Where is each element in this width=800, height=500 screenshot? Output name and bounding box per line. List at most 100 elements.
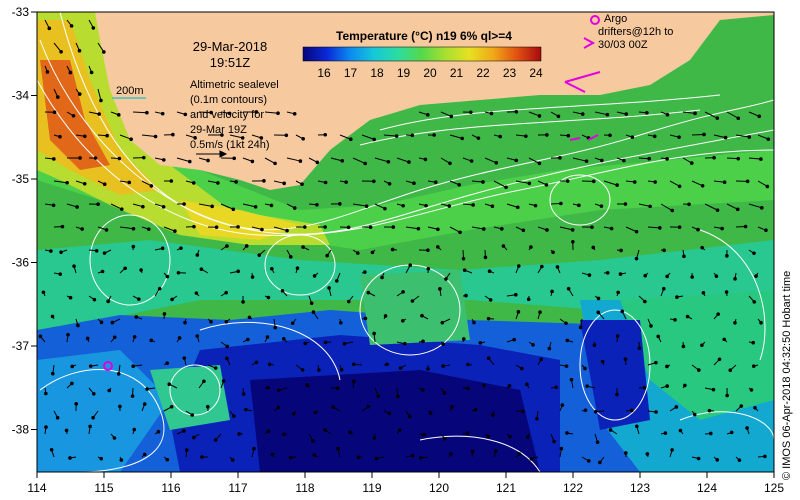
x-axis: 114 115 116 117 118 119 120 121 122 123 124 125 <box>27 472 784 495</box>
velocity-arrow-head <box>605 112 610 117</box>
velocity-arrow-head <box>483 255 488 260</box>
velocity-arrow-head <box>701 291 706 295</box>
velocity-arrow-head <box>119 207 124 211</box>
velocity-arrow-head <box>383 206 387 211</box>
velocity-arrow-head <box>355 251 360 255</box>
velocity-arrow-head <box>59 49 63 54</box>
velocity-arrow-head <box>317 368 321 372</box>
velocity-arrow-head <box>442 391 447 395</box>
y-tick-label: -37 <box>12 339 30 353</box>
velocity-arrow <box>264 157 276 164</box>
velocity-arrow-head <box>494 160 499 165</box>
velocity-arrow-head <box>323 180 328 185</box>
reference-arrow <box>196 150 228 158</box>
velocity-arrow <box>229 134 243 139</box>
velocity-arrow-head <box>50 314 55 319</box>
velocity-arrow-head <box>266 295 271 300</box>
velocity-arrow-head <box>716 312 720 316</box>
velocity-arrow-head <box>227 111 232 116</box>
velocity-arrow-head <box>344 180 348 184</box>
velocity-arrow <box>198 111 212 114</box>
velocity-arrow-head <box>623 357 628 361</box>
velocity-arrow-head <box>244 407 248 412</box>
velocity-arrow-head <box>169 179 174 183</box>
velocity-arrow-head <box>642 385 647 390</box>
velocity-arrow-head <box>486 316 491 321</box>
velocity-arrow-head <box>88 424 92 429</box>
velocity-arrow <box>449 226 461 233</box>
velocity-arrow-head <box>74 402 79 406</box>
velocity-arrow-head <box>700 183 705 188</box>
colorbar-tick-label: 19 <box>397 66 411 80</box>
velocity-arrow-head <box>450 405 454 409</box>
plot-frame <box>36 11 775 473</box>
velocity-arrow-head <box>673 317 677 322</box>
velocity-arrow-head <box>500 227 504 231</box>
x-tick-label: 115 <box>94 481 113 495</box>
velocity-arrow-head <box>643 299 647 304</box>
velocity-arrow-head <box>447 204 452 208</box>
map-time: 19:51Z <box>210 55 251 70</box>
velocity-arrow-head <box>165 457 170 462</box>
colorbar-tick-label: 23 <box>503 66 517 80</box>
velocity-arrow-head <box>416 226 421 231</box>
velocity-arrow-head <box>426 367 430 371</box>
velocity-arrow-head <box>596 310 601 315</box>
velocity-arrow-head <box>134 315 139 319</box>
sealevel-note-line: Altimetric sealevel <box>190 79 279 91</box>
velocity-arrow-head <box>68 295 73 300</box>
velocity-arrow-head <box>481 180 485 184</box>
velocity-arrow-head <box>234 180 238 184</box>
velocity-arrow-head <box>311 439 315 443</box>
velocity-arrow-head <box>733 321 737 325</box>
velocity-arrow-head <box>670 448 674 452</box>
velocity-arrow-head <box>677 225 682 229</box>
velocity-arrow-head <box>82 181 87 186</box>
velocity-arrow-head <box>38 334 43 339</box>
velocity-arrow-head <box>312 274 317 278</box>
velocity-arrow-head <box>270 452 275 457</box>
velocity-arrow-head <box>605 270 610 275</box>
velocity-arrow <box>330 157 343 162</box>
velocity-arrow-head <box>236 225 240 229</box>
velocity-arrow-head <box>517 452 522 456</box>
velocity-arrow-head <box>715 116 720 120</box>
velocity-arrow <box>286 157 301 162</box>
colorbar-tick-label: 16 <box>317 66 331 80</box>
velocity-arrow-head <box>754 274 758 278</box>
velocity-arrow-head <box>683 383 687 388</box>
velocity-arrow <box>528 111 540 117</box>
velocity-arrow-head <box>267 362 272 367</box>
velocity-arrow-head <box>403 341 407 346</box>
velocity-arrow-head <box>187 159 192 164</box>
velocity-arrow-head <box>372 137 376 142</box>
velocity-arrow-head <box>408 263 413 267</box>
velocity-arrow-head <box>677 184 682 189</box>
velocity-arrow-head <box>739 404 744 408</box>
velocity-arrow-head <box>149 184 154 188</box>
velocity-arrow-head <box>363 161 367 166</box>
velocity-arrow-head <box>566 133 571 138</box>
x-tick-label: 124 <box>697 481 717 495</box>
velocity-arrow-head <box>700 245 704 250</box>
velocity-arrow-head <box>131 364 136 369</box>
colorbar-tick-label: 18 <box>370 66 384 80</box>
velocity-arrow-head <box>410 453 415 458</box>
velocity-arrow-head <box>44 425 48 429</box>
velocity-arrow-head <box>338 202 342 206</box>
velocity-arrow-head <box>244 244 249 248</box>
velocity-arrow-head <box>620 309 624 314</box>
velocity-arrow-head <box>210 204 214 209</box>
velocity-arrow-head <box>524 134 528 138</box>
velocity-arrow-head <box>309 301 314 306</box>
argo-legend-line: drifters@12h to <box>598 26 673 38</box>
velocity-arrow-head <box>394 134 399 138</box>
velocity-arrow-head <box>566 286 571 291</box>
velocity-arrow-head <box>364 204 369 208</box>
velocity-arrow-head <box>665 112 670 117</box>
velocity-arrow-head <box>751 340 756 345</box>
velocity-arrow-head <box>708 431 713 436</box>
velocity-arrow-head <box>184 448 189 452</box>
velocity-arrow-head <box>421 388 425 392</box>
velocity-arrow-head <box>516 310 521 314</box>
